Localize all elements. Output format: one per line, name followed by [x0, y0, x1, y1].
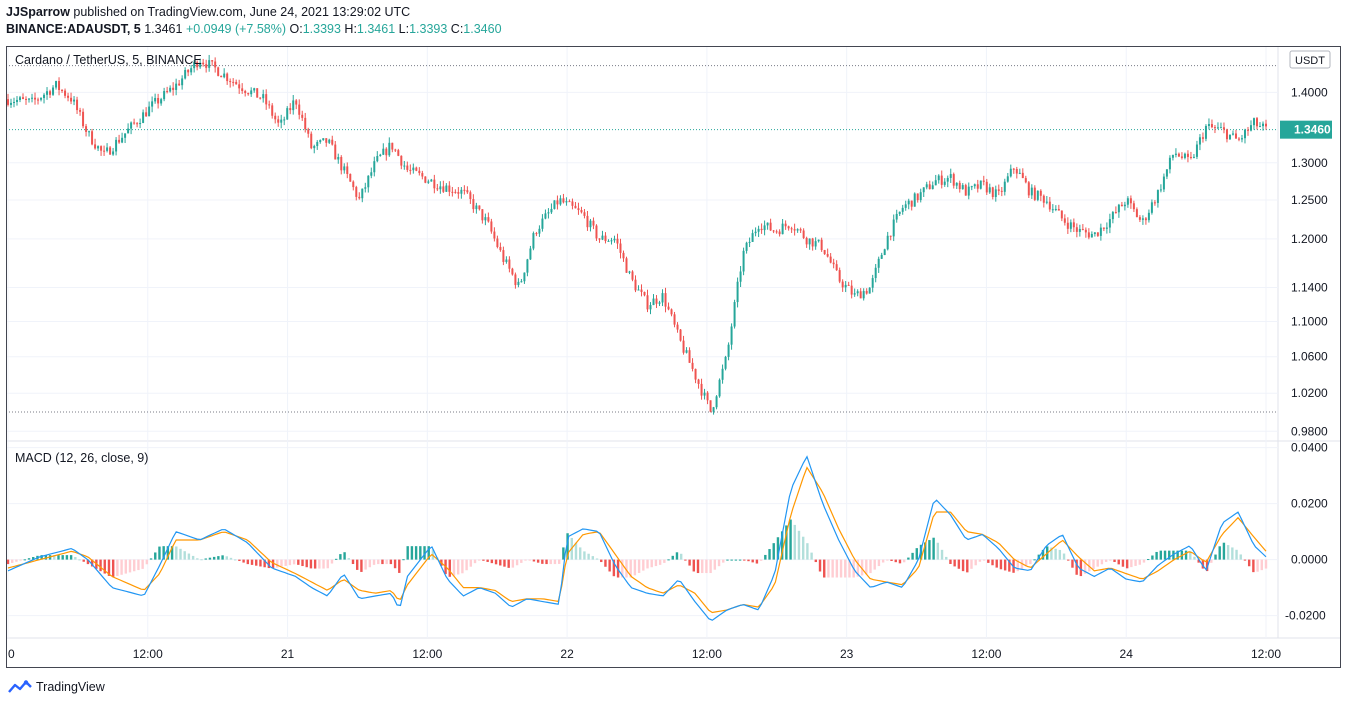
ohlc-line: BINANCE:ADAUSDT, 5 1.3461 +0.0949 (+7.58… [6, 22, 502, 36]
low-label: L: [399, 22, 409, 36]
close-value: 1.3460 [463, 22, 501, 36]
published-text: published on TradingView.com, June 24, 2… [73, 5, 410, 19]
symbol-line: BINANCE:ADAUSDT, 5 [6, 22, 141, 36]
close-label: C: [451, 22, 464, 36]
tradingview-brand: TradingView [36, 680, 105, 694]
open-label: O: [290, 22, 303, 36]
chart-frame [6, 46, 1341, 668]
open-value: 1.3393 [303, 22, 341, 36]
low-value: 1.3393 [409, 22, 447, 36]
last-price: 1.3461 [144, 22, 182, 36]
price-change: +0.0949 (+7.58%) [186, 22, 286, 36]
tradingview-logo-icon [8, 680, 32, 694]
high-value: 1.3461 [357, 22, 395, 36]
tradingview-logo[interactable]: TradingView [8, 678, 105, 696]
publisher-name[interactable]: JJSparrow [6, 5, 70, 19]
publish-info: JJSparrow published on TradingView.com, … [6, 5, 410, 19]
high-label: H: [344, 22, 357, 36]
